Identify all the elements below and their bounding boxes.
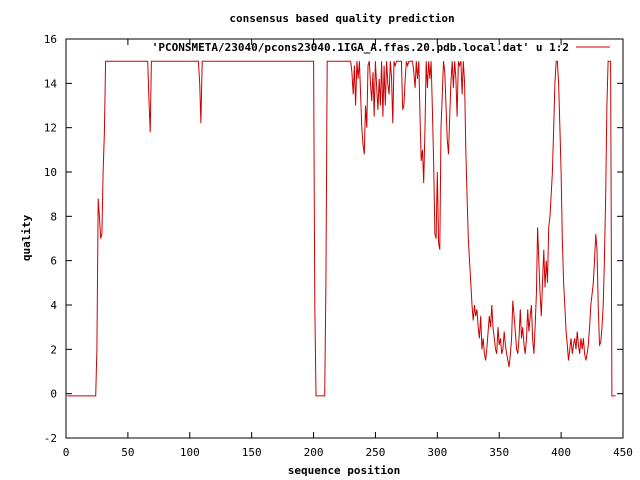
x-tick-label: 0: [63, 446, 70, 459]
x-tick-label: 100: [180, 446, 200, 459]
y-tick-label: 10: [44, 166, 57, 179]
x-tick-label: 400: [551, 446, 571, 459]
x-axis: 0 50 100 150 200 250 300 350 400 450: [63, 39, 633, 459]
plot-frame: [65, 38, 624, 439]
x-axis-label: sequence position: [288, 464, 401, 477]
y-tick-label: 4: [50, 299, 57, 312]
x-tick-label: 50: [121, 446, 134, 459]
legend: 'PCONSMETA/23040/pcons23040.1IGA_A.ffas.…: [152, 41, 610, 54]
y-tick-label: 14: [44, 77, 58, 90]
y-axis: -2 0 2 4 6 8 10 12 14 16: [44, 33, 623, 445]
y-tick-label: 12: [44, 122, 57, 135]
x-tick-label: 150: [242, 446, 262, 459]
x-tick-label: 450: [613, 446, 633, 459]
y-tick-label: 0: [50, 388, 57, 401]
y-axis-label: quality: [20, 214, 33, 261]
y-tick-label: 8: [50, 210, 57, 223]
legend-label: 'PCONSMETA/23040/pcons23040.1IGA_A.ffas.…: [152, 41, 569, 54]
x-tick-label: 250: [366, 446, 386, 459]
x-tick-label: 350: [489, 446, 509, 459]
y-tick-label: 6: [50, 255, 57, 268]
chart-title: consensus based quality prediction: [229, 12, 454, 25]
series-layer: [67, 60, 616, 397]
x-tick-label: 300: [427, 446, 447, 459]
series-line: [67, 60, 616, 397]
y-tick-label: -2: [44, 432, 57, 445]
y-tick-label: 2: [50, 343, 57, 356]
y-tick-label: 16: [44, 33, 57, 46]
x-tick-label: 200: [304, 446, 324, 459]
